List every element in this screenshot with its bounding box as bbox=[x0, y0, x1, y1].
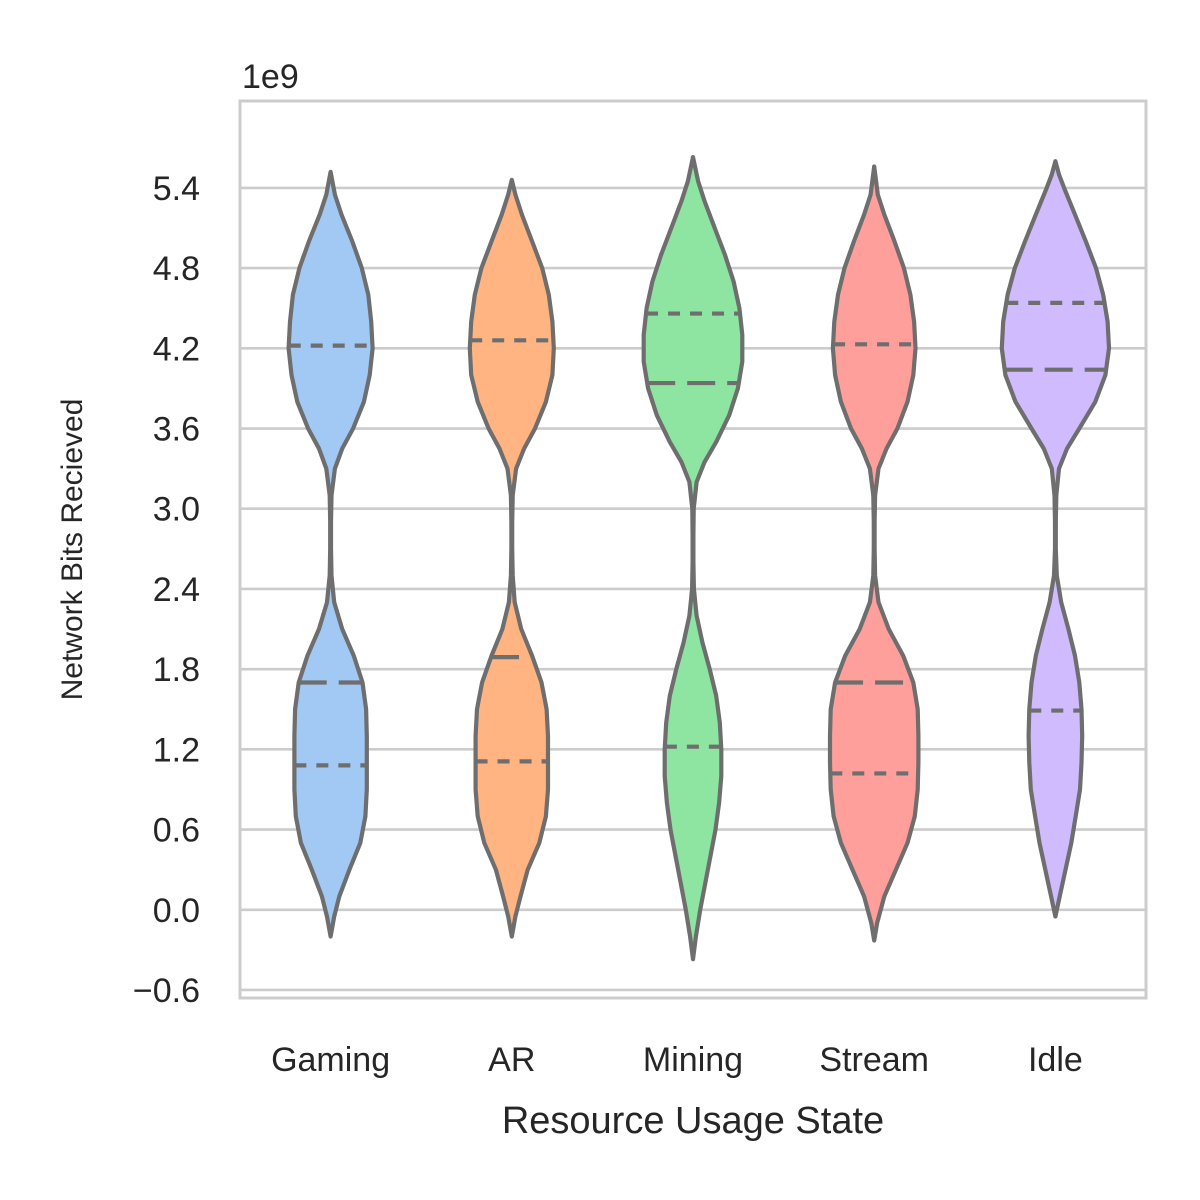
violin-idle bbox=[999, 159, 1112, 919]
y-tick-label: −0.6 bbox=[133, 972, 200, 1010]
y-axis-label: Network Bits Recieved bbox=[56, 399, 89, 701]
y-tick-label: 2.4 bbox=[153, 571, 200, 609]
y-tick-labels: −0.6 0.0 0.6 1.2 1.8 2.4 3.0 3.6 4.2 4.8 5.4 bbox=[133, 170, 200, 1010]
violins bbox=[286, 155, 1112, 962]
y-tick-label: 4.8 bbox=[153, 250, 200, 288]
x-tick-labels: Gaming AR Mining Stream Idle bbox=[271, 1041, 1083, 1079]
violin-stream bbox=[827, 164, 921, 943]
x-tick-label: Stream bbox=[819, 1041, 929, 1079]
x-tick-label: Gaming bbox=[271, 1041, 390, 1079]
y-tick-label: 5.4 bbox=[153, 170, 200, 208]
x-axis-label: Resource Usage State bbox=[502, 1100, 884, 1142]
violin-ar bbox=[467, 177, 556, 939]
plot-frame bbox=[238, 99, 1148, 1000]
y-tick-label: 4.2 bbox=[153, 330, 200, 368]
x-tick-label: Mining bbox=[643, 1041, 743, 1079]
y-tick-label: 0.6 bbox=[153, 812, 200, 850]
y-tick-label: 1.2 bbox=[153, 731, 200, 769]
x-tick-label: Idle bbox=[1028, 1041, 1083, 1079]
violin-mining bbox=[641, 155, 745, 962]
y-tick-label: 3.0 bbox=[153, 491, 200, 529]
y-tick-label: 1.8 bbox=[153, 651, 200, 689]
y-tick-label: 3.6 bbox=[153, 411, 200, 449]
y-offset-label: 1e9 bbox=[242, 58, 299, 96]
y-tick-label: 0.0 bbox=[153, 892, 200, 930]
violin-gaming bbox=[286, 169, 375, 939]
x-tick-label: AR bbox=[488, 1041, 535, 1079]
